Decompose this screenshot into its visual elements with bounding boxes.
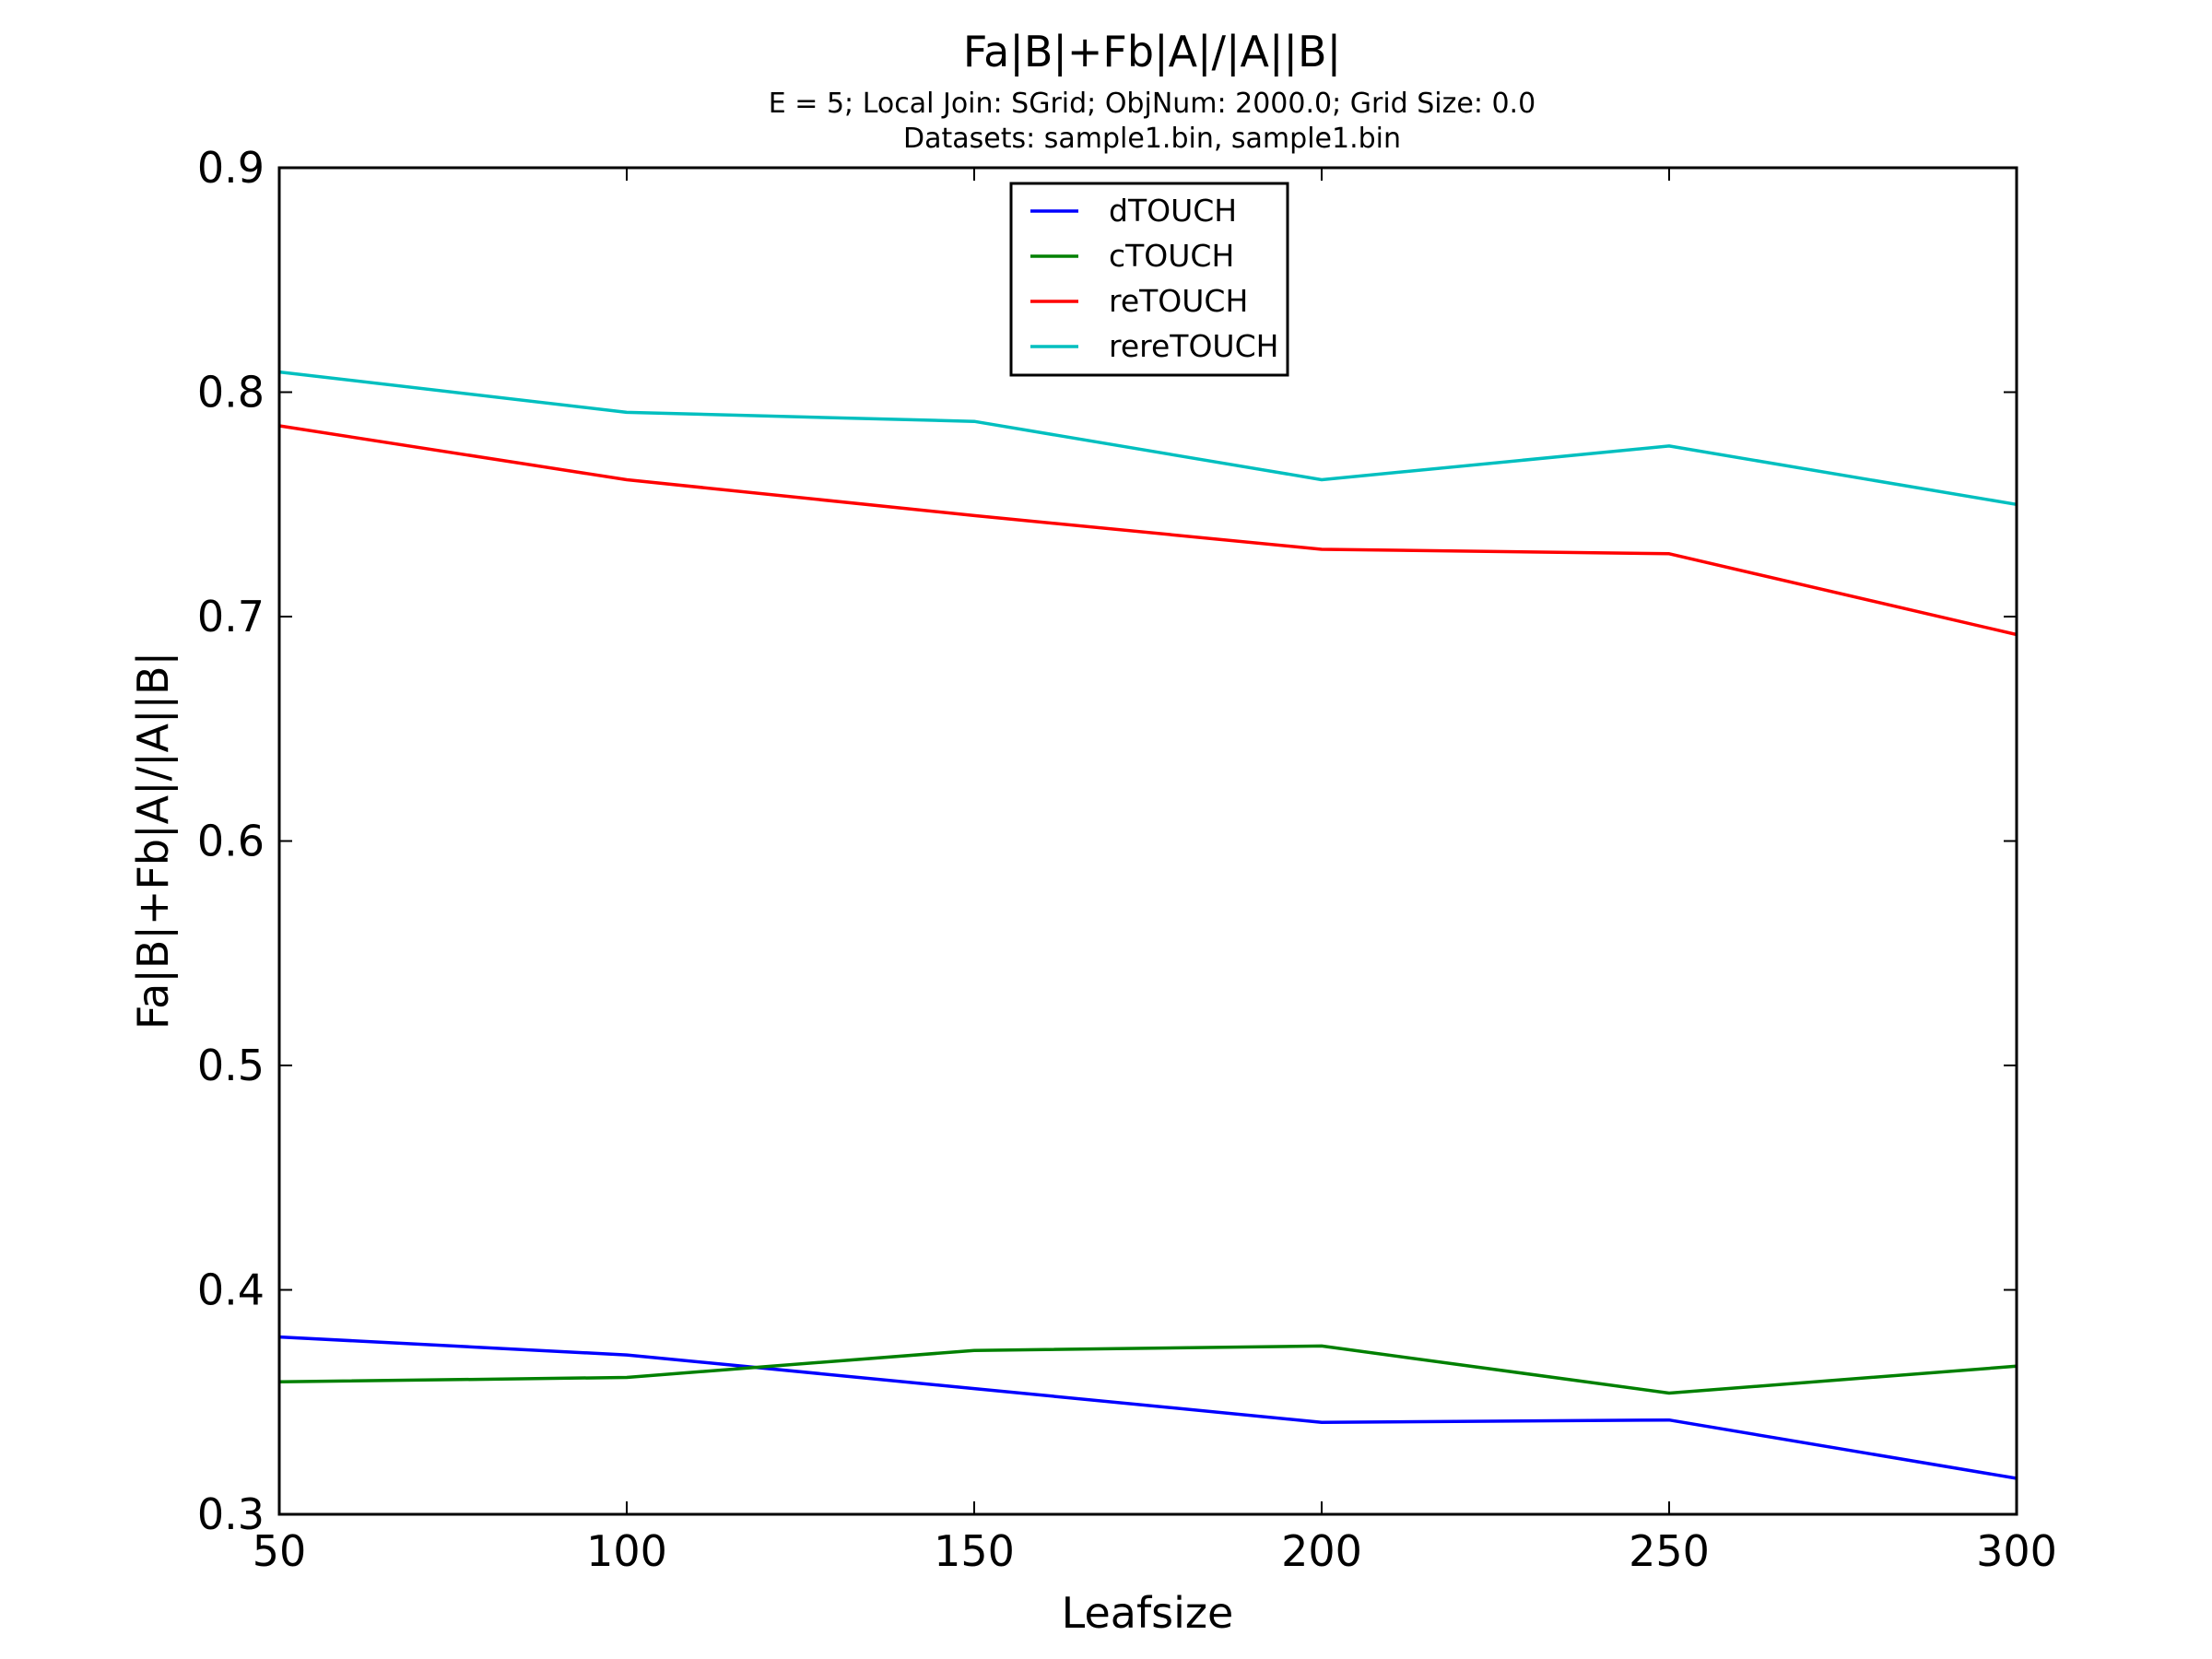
legend-box [1009, 182, 1289, 377]
y-tick-label: 0.6 [197, 817, 265, 866]
legend-label-rereTOUCH: rereTOUCH [1109, 328, 1278, 364]
y-tick-label: 0.5 [197, 1041, 265, 1090]
series-line-rereTOUCH [278, 370, 2018, 507]
y-tick-label: 0.9 [197, 143, 265, 193]
x-tick-label: 100 [586, 1526, 667, 1576]
legend-label-cTOUCH: cTOUCH [1109, 238, 1234, 274]
series-line-cTOUCH [278, 1344, 2018, 1395]
x-tick-label: 250 [1629, 1526, 1710, 1576]
legend-label-reTOUCH: reTOUCH [1109, 283, 1248, 319]
y-tick-label: 0.8 [197, 368, 265, 418]
series-line-dTOUCH [278, 1335, 2018, 1480]
x-tick-label: 300 [1976, 1526, 2057, 1576]
x-tick-label: 200 [1281, 1526, 1362, 1576]
y-tick-label: 0.4 [197, 1265, 265, 1315]
legend-label-dTOUCH: dTOUCH [1109, 193, 1237, 229]
axis-ticks: 50 100 150 200 250 300 0.3 0.4 0.5 0.6 0.7 0.8 0.9 [197, 143, 2057, 1576]
legend: dTOUCH cTOUCH reTOUCH rereTOUCH [1009, 182, 1289, 377]
series-lines [278, 370, 2018, 1480]
x-tick-label: 50 [253, 1526, 307, 1576]
x-axis-label: Leafsize [1062, 1588, 1234, 1638]
series-line-reTOUCH [278, 424, 2018, 637]
chart-title: Fa|B|+Fb|A|/|A||B| [963, 27, 1341, 77]
x-tick-label: 150 [934, 1526, 1015, 1576]
y-axis-label: Fa|B|+Fb|A|/|A||B| [128, 652, 179, 1030]
chart-subtitle-line-1: E = 5; Local Join: SGrid; ObjNum: 2000.0… [769, 88, 1535, 120]
y-tick-label: 0.3 [197, 1489, 265, 1539]
y-tick-label: 0.7 [197, 592, 265, 641]
chart-subtitle-line-2: Datasets: sample1.bin, sample1.bin [903, 123, 1401, 155]
